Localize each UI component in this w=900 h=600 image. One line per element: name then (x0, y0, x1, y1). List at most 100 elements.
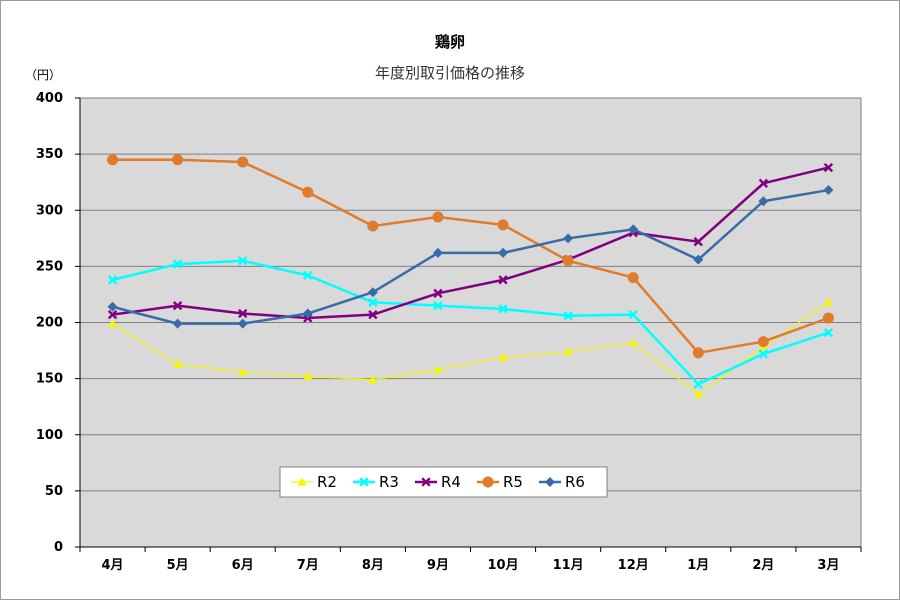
data-point-r3 (433, 301, 443, 311)
data-point-r5 (757, 336, 769, 348)
y-tick-label: 350 (36, 147, 63, 162)
series-line-r4 (112, 166, 829, 320)
data-point-r4 (172, 301, 183, 311)
marker-stroke (107, 275, 118, 285)
marker-stroke (758, 349, 769, 359)
data-point-r6 (823, 185, 834, 196)
data-point-r2 (498, 352, 508, 361)
legend-label: R4 (441, 473, 461, 491)
y-tick-label: 50 (45, 484, 63, 499)
series-r5 (107, 154, 834, 359)
marker-stroke (421, 477, 431, 487)
data-point-r3 (107, 275, 118, 285)
data-point-r6 (172, 318, 183, 329)
series-r2 (108, 297, 833, 398)
data-point-r2 (563, 347, 573, 356)
marker-stroke (498, 304, 508, 314)
data-point-r4 (693, 237, 703, 247)
data-point-r6 (432, 247, 443, 258)
data-point-r4 (758, 178, 769, 188)
marker-stroke (823, 162, 834, 173)
legend-item-r5: R5 (477, 473, 523, 491)
legend-label: R3 (379, 473, 399, 491)
legend-item-r2: R2 (291, 473, 337, 491)
marker-stroke (758, 178, 769, 188)
legend-swatch-marker (297, 477, 307, 486)
data-point-r6 (498, 247, 509, 258)
data-point-r2 (368, 375, 378, 384)
data-point-r2 (173, 359, 183, 368)
data-point-r5 (432, 211, 444, 223)
marker-stroke (368, 309, 378, 320)
data-point-r2 (238, 367, 248, 376)
data-point-r5 (172, 154, 184, 166)
data-point-r3 (563, 311, 573, 321)
data-point-r6 (693, 254, 704, 265)
marker-stroke (628, 309, 638, 320)
data-point-r2 (433, 365, 443, 374)
legend-swatch-marker (545, 477, 555, 487)
data-point-r4 (433, 288, 443, 298)
data-point-r3 (368, 297, 378, 307)
x-tick-label: 7月 (297, 558, 319, 573)
data-point-r4 (498, 275, 508, 285)
data-point-r2 (303, 371, 313, 380)
data-point-r5 (107, 154, 119, 166)
y-axis-unit-label: （円） (25, 68, 61, 82)
data-point-r3 (823, 327, 834, 338)
legend: R2 R3 R4 R5 R6 (279, 466, 608, 498)
series-line-r2 (112, 301, 829, 395)
data-point-r6 (758, 196, 769, 207)
data-point-r4 (823, 162, 834, 173)
data-point-r4 (107, 309, 118, 320)
data-point-r5 (627, 272, 639, 284)
series-line-r6 (112, 188, 829, 325)
data-point-r3 (238, 256, 248, 266)
marker-stroke (172, 301, 183, 311)
gridlines (80, 153, 861, 492)
data-point-r3 (498, 304, 508, 314)
legend-swatch-marker (421, 477, 431, 487)
marker-stroke (368, 297, 378, 307)
y-tick-label: 300 (36, 203, 63, 218)
y-tick-label: 0 (54, 540, 63, 555)
legend-swatch-marker (482, 476, 494, 488)
series-line-r5 (112, 158, 829, 355)
marker-stroke (693, 379, 703, 389)
series-line-r3 (112, 259, 829, 386)
legend-swatch-marker (359, 477, 369, 487)
y-tick-label: 150 (36, 372, 63, 387)
marker-stroke (498, 275, 508, 285)
marker-stroke (563, 311, 573, 321)
data-point-r6 (563, 233, 574, 244)
data-point-r5 (237, 156, 249, 168)
y-tick-label: 200 (36, 316, 63, 331)
marker-stroke (433, 301, 443, 311)
data-point-r4 (238, 308, 248, 319)
series-r3 (107, 256, 834, 389)
marker-stroke (823, 327, 834, 338)
data-point-r5 (497, 219, 509, 231)
legend-label: R2 (317, 473, 337, 491)
marker-stroke (238, 256, 248, 266)
data-point-r2 (628, 338, 638, 347)
marker-stroke (433, 288, 443, 298)
x-tick-label: 6月 (232, 558, 254, 573)
data-point-r3 (303, 270, 313, 281)
legend-label: R5 (503, 473, 523, 491)
y-tick-label: 400 (36, 91, 63, 106)
legend-item-r6: R6 (539, 473, 585, 491)
x-tick-label: 11月 (553, 558, 584, 573)
data-point-r6 (302, 308, 313, 319)
data-point-r3 (628, 309, 638, 320)
data-point-r5 (692, 347, 704, 359)
marker-stroke (359, 477, 369, 487)
data-point-r5 (367, 220, 379, 232)
x-tick-label: 2月 (752, 558, 774, 573)
marker-stroke (107, 309, 118, 320)
data-point-r5 (822, 312, 834, 324)
marker-stroke (238, 308, 248, 319)
data-point-r2 (108, 319, 118, 328)
data-point-r6 (237, 318, 248, 329)
